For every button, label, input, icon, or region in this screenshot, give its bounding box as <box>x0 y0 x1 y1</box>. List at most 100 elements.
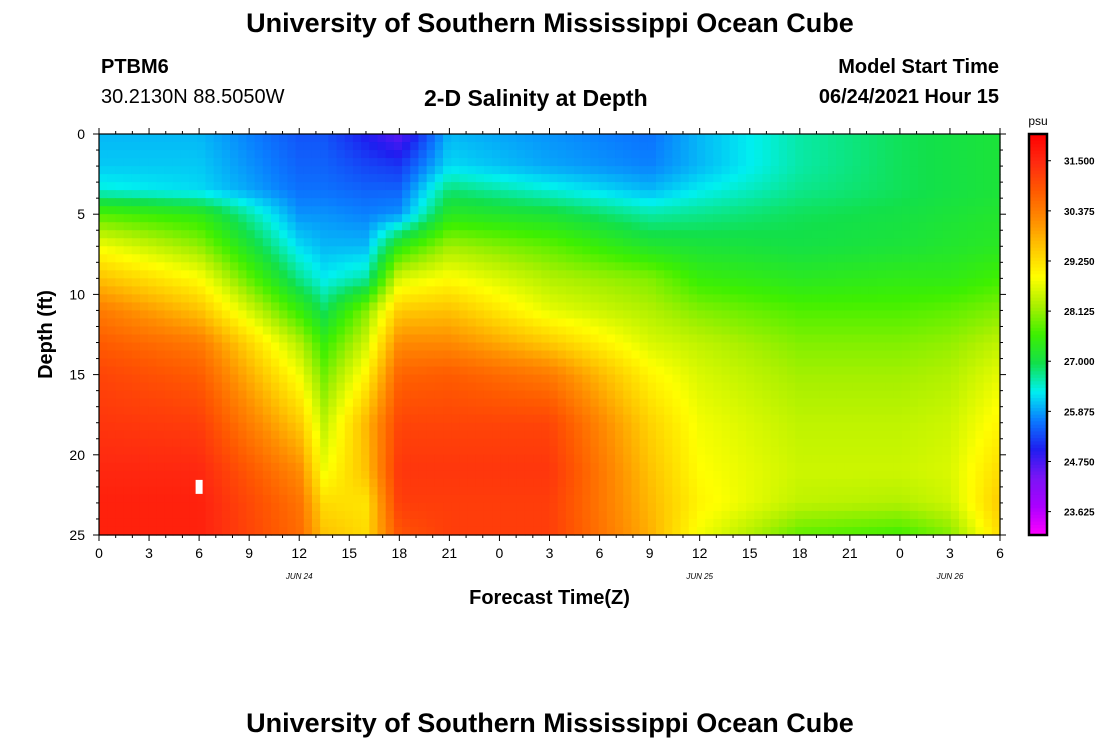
heatmap-cell <box>238 158 248 167</box>
heatmap-cell <box>139 230 149 239</box>
heatmap-cell <box>377 398 387 408</box>
heatmap-cell <box>803 174 813 183</box>
heatmap-cell <box>516 310 526 320</box>
heatmap-cell <box>402 366 411 376</box>
heatmap-cell <box>221 214 231 223</box>
heatmap-cell <box>533 486 542 496</box>
heatmap-cell <box>991 366 1001 376</box>
heatmap-cell <box>541 422 551 432</box>
heatmap-cell <box>827 366 837 376</box>
heatmap-cell <box>877 214 886 223</box>
heatmap-cell <box>770 222 780 231</box>
heatmap-cell <box>180 134 190 143</box>
heatmap-cell <box>770 286 780 295</box>
heatmap-cell <box>369 214 379 223</box>
heatmap-cell <box>180 358 190 368</box>
heatmap-cell <box>836 454 845 464</box>
heatmap-cell <box>918 254 927 263</box>
heatmap-cell <box>950 142 960 151</box>
heatmap-cell <box>623 214 633 223</box>
heatmap-cell <box>238 494 248 504</box>
heatmap-cell <box>287 430 297 440</box>
heatmap-cell <box>443 390 452 400</box>
heatmap-cell <box>950 470 960 480</box>
heatmap-cell <box>524 374 534 384</box>
heatmap-cell <box>516 230 526 239</box>
heatmap-cell <box>926 198 936 207</box>
heatmap-cell <box>172 142 182 151</box>
heatmap-cell <box>942 262 952 271</box>
heatmap-cell <box>148 430 157 440</box>
heatmap-cell <box>623 230 633 239</box>
heatmap-cell <box>598 246 608 255</box>
heatmap-cell <box>205 158 215 167</box>
heatmap-cell <box>557 318 567 328</box>
model-start-label: Model Start Time <box>838 56 999 78</box>
heatmap-cell <box>352 478 362 488</box>
heatmap-cell <box>811 470 821 480</box>
heatmap-cell <box>336 318 346 328</box>
heatmap-cell <box>336 310 346 320</box>
heatmap-cell <box>959 406 968 416</box>
heatmap-cell <box>852 238 862 247</box>
heatmap-cell <box>492 382 501 392</box>
heatmap-cell <box>852 150 862 159</box>
heatmap-cell <box>385 462 395 472</box>
heatmap-cell <box>426 486 436 496</box>
heatmap-cell <box>721 478 731 488</box>
heatmap-cell <box>148 366 157 376</box>
heatmap-cell <box>295 254 305 263</box>
heatmap-cell <box>524 206 534 215</box>
heatmap-cell <box>811 430 821 440</box>
heatmap-cell <box>508 134 518 143</box>
heatmap-cell <box>508 158 518 167</box>
heatmap-cell <box>688 382 698 392</box>
heatmap-cell <box>811 238 821 247</box>
heatmap-cell <box>582 334 592 344</box>
heatmap-cell <box>246 406 256 416</box>
heatmap-cell <box>467 278 477 287</box>
heatmap-cell <box>598 462 608 472</box>
heatmap-cell <box>246 278 256 287</box>
heatmap-cell <box>934 286 944 295</box>
heatmap-cell <box>246 214 256 223</box>
heatmap-cell <box>361 222 370 231</box>
heatmap-cell <box>533 214 542 223</box>
heatmap-cell <box>926 214 936 223</box>
heatmap-cell <box>926 430 936 440</box>
heatmap-cell <box>213 214 223 223</box>
heatmap-cell <box>492 134 501 143</box>
heatmap-cell <box>541 270 551 279</box>
heatmap-cell <box>770 382 780 392</box>
heatmap-cell <box>508 166 518 175</box>
heatmap-cell <box>336 262 346 271</box>
heatmap-cell <box>574 334 583 344</box>
heatmap-cell <box>557 286 567 295</box>
heatmap-cell <box>713 342 723 352</box>
heatmap-cell <box>221 238 231 247</box>
heatmap-cell <box>434 278 444 287</box>
heatmap-cell <box>557 414 567 424</box>
heatmap-cell <box>393 158 403 167</box>
heatmap-cell <box>574 430 583 440</box>
heatmap-cell <box>967 286 977 295</box>
heatmap-cell <box>238 414 248 424</box>
heatmap-cell <box>99 182 108 191</box>
heatmap-cell <box>696 302 706 312</box>
heatmap-cell <box>123 342 133 352</box>
heatmap-cell <box>492 350 501 360</box>
heatmap-cell <box>492 166 501 175</box>
heatmap-cell <box>271 286 280 295</box>
heatmap-cell <box>631 278 641 287</box>
heatmap-cell <box>877 238 886 247</box>
heatmap-cell <box>303 142 313 151</box>
heatmap-cell <box>434 270 444 279</box>
heatmap-cell <box>647 478 657 488</box>
heatmap-cell <box>131 190 141 199</box>
heatmap-cell <box>688 462 698 472</box>
heatmap-cell <box>99 278 108 287</box>
heatmap-cell <box>524 302 534 312</box>
heatmap-cell <box>156 318 166 328</box>
heatmap-cell <box>99 214 108 223</box>
heatmap-cell <box>271 478 280 488</box>
